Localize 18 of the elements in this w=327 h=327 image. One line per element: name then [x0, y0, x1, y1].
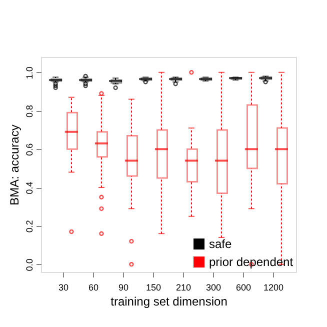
x-tick-label: 300 [206, 282, 222, 292]
y-tick-label: 0.8 [24, 104, 34, 118]
x-tick-label: 210 [176, 282, 192, 292]
x-tick-label: 1200 [263, 282, 284, 292]
x-tick-label: 600 [236, 282, 252, 292]
y-axis-title: BMA: accuracy [8, 124, 22, 206]
y-tick-label: 0.2 [24, 220, 34, 233]
legend-label: safe [209, 237, 232, 251]
x-tick-label: 60 [88, 282, 99, 292]
x-tick-label: 30 [58, 282, 69, 292]
y-tick-label: 0.6 [24, 143, 34, 156]
y-tick-label: 0.0 [24, 258, 34, 272]
y-tick-label: 1.0 [24, 66, 34, 80]
x-tick-label: 150 [146, 282, 162, 292]
legend-label: prior dependent [209, 255, 294, 269]
x-tick-label: 90 [118, 282, 129, 292]
y-tick-label: 0.4 [24, 182, 34, 194]
x-axis-title: training set dimension [110, 294, 228, 308]
